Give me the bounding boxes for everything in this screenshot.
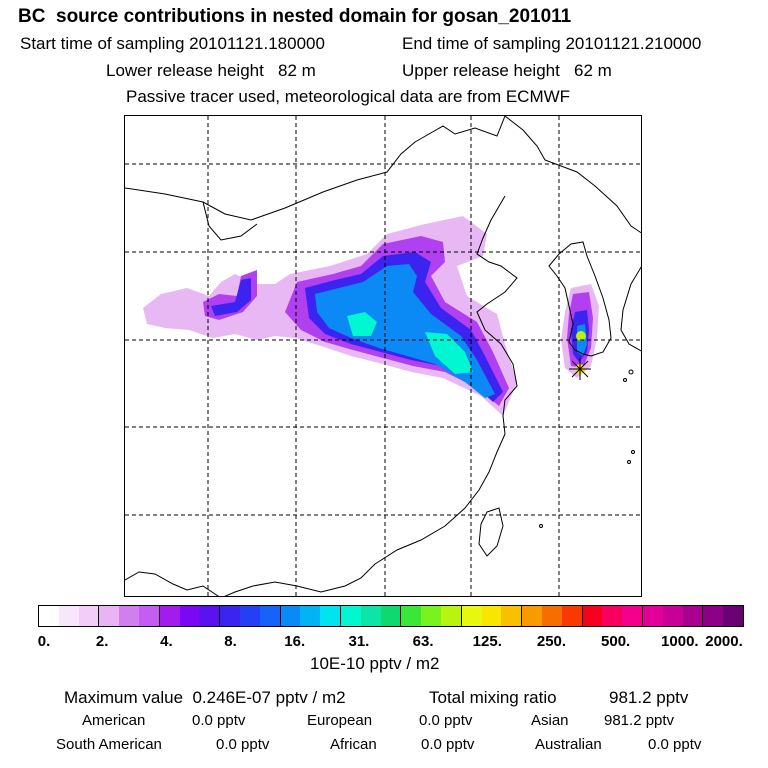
colorbar-tick-label: 63. (412, 633, 434, 650)
island (627, 460, 631, 464)
colorbar-cell (159, 606, 180, 626)
colorbar-cell (280, 606, 301, 626)
colorbar-tick-label: 16. (284, 633, 306, 650)
northeast-border (504, 116, 641, 234)
colorbar-cell (39, 606, 59, 626)
colorbar-tick-label: 125. (472, 633, 502, 650)
colorbar-cell (58, 606, 79, 626)
colorbar-cell (300, 606, 321, 626)
colorbar-tick-label: 2000. (705, 633, 743, 650)
colorbar-cell (501, 606, 523, 626)
interior-border (202, 201, 258, 241)
region-name: Australian (535, 736, 602, 753)
region-name: Asian (531, 712, 569, 729)
northern-border (125, 116, 506, 221)
colorbar-cell (239, 606, 260, 626)
colorbar-tick-label: 250. (536, 633, 567, 650)
colorbar-cell (259, 606, 281, 626)
receptor-star-icon (569, 358, 591, 380)
island (631, 450, 635, 454)
colorbar-cell (723, 606, 743, 626)
china-coast (224, 195, 518, 596)
colorbar-tick-label: 4. (160, 633, 173, 650)
colorbar-cell (360, 606, 381, 626)
map-panel (124, 115, 642, 597)
colorbar-cell (401, 606, 422, 626)
colorbar-cell (440, 606, 462, 626)
colorbar-cell (602, 606, 623, 626)
region-name: American (82, 712, 146, 729)
colorbar-cell (622, 606, 643, 626)
colorbar-cell (461, 606, 482, 626)
korea-coast (548, 241, 612, 357)
colorbar-tick-label: 8. (224, 633, 237, 650)
colorbar-cell (522, 606, 542, 626)
japan-coast (620, 266, 641, 352)
region-value: 0.0 pptv (216, 736, 270, 753)
island (623, 378, 627, 382)
colorbar-tick-label: 2. (95, 633, 109, 650)
region-value: 0.0 pptv (648, 736, 702, 753)
colorbar-tick-label: 1000. (661, 633, 699, 650)
colorbar-cell (78, 606, 100, 626)
colorbar-cell (541, 606, 562, 626)
region-name: South American (56, 736, 162, 753)
region-value: 981.2 pptv (604, 712, 675, 729)
colorbar-cell (380, 606, 402, 626)
plume-inner-zone-west (211, 278, 251, 316)
colorbar-cell (421, 606, 441, 626)
colorbar-cell (682, 606, 704, 626)
colorbar-cell (320, 606, 341, 626)
colorbar-tick-label: 31. (348, 633, 370, 650)
taiwan-coast (478, 507, 504, 557)
region-name: African (330, 736, 377, 753)
colorbar-cell (642, 606, 663, 626)
coastlines (125, 116, 641, 596)
region-value: 0.0 pptv (421, 736, 475, 753)
map-canvas (125, 116, 641, 596)
concentration-plume (143, 216, 599, 416)
region-value: 0.0 pptv (192, 712, 246, 729)
colorbar-cell (582, 606, 603, 626)
total-mixing-ratio-label: Total mixing ratio (429, 688, 557, 707)
region-name: European (307, 712, 373, 729)
colorbar-cell (662, 606, 683, 626)
total-mixing-ratio-value: 981.2 pptv (609, 688, 689, 707)
upper-release-height-label: Upper release height 62 m (402, 61, 612, 80)
colorbar-cell (138, 606, 160, 626)
colorbar-cell (561, 606, 583, 626)
region-value: 0.0 pptv (419, 712, 473, 729)
end-time-label: End time of sampling 20101121.210000 (402, 34, 702, 53)
maximum-value-label: Maximum value 0.246E-07 pptv / m2 (64, 688, 346, 707)
plume-hot-zone (347, 312, 473, 374)
colorbar-cell (703, 606, 724, 626)
colorbar-tick-label: 500. (601, 633, 631, 650)
colorbar-cell (481, 606, 502, 626)
colorbar-cell (119, 606, 139, 626)
colorbar-cell (340, 606, 361, 626)
lower-release-height-label: Lower release height 82 m (106, 61, 316, 80)
start-time-label: Start time of sampling 20101121.180000 (20, 34, 325, 53)
colorbar-cell (179, 606, 200, 626)
plume-peak-zone (576, 331, 586, 341)
graticule (125, 116, 641, 596)
colorbar-cell (99, 606, 120, 626)
island (628, 369, 634, 375)
tracer-info-label: Passive tracer used, meteorological data… (126, 87, 571, 106)
island (539, 524, 543, 528)
southwest-border (125, 571, 219, 596)
colorbar-cell (199, 606, 221, 626)
colorbar-unit-label: 10E-10 pptv / m2 (310, 654, 440, 673)
colorbar-tick-label: 0. (37, 633, 51, 650)
colorbar-cell (220, 606, 240, 626)
plot-title: BC source contributions in nested domain… (18, 6, 572, 27)
colorbar (38, 605, 744, 627)
